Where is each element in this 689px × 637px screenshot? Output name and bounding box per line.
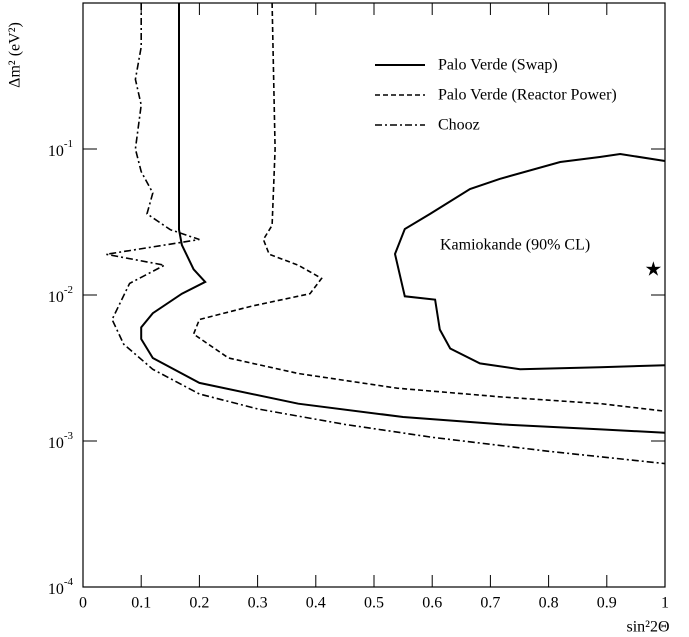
x-tick-label: 1 xyxy=(661,595,669,612)
y-tick-label: 10-1 xyxy=(48,138,73,160)
x-tick-label: 0.5 xyxy=(364,595,384,612)
x-tick-label: 0.4 xyxy=(306,595,326,612)
x-axis-label: sin²2Θ xyxy=(626,619,669,636)
x-tick-label: 0.7 xyxy=(480,595,500,612)
y-tick-label: 10-4 xyxy=(48,576,74,598)
x-tick-label: 0.2 xyxy=(189,595,209,612)
series-line xyxy=(106,3,666,465)
x-tick-label: 0.8 xyxy=(539,595,559,612)
x-tick-label: 0 xyxy=(79,595,87,612)
legend-label: Palo Verde (Swap) xyxy=(438,57,558,74)
x-tick-label: 0.1 xyxy=(131,595,151,612)
region-outline xyxy=(393,152,666,371)
legend-label: Chooz xyxy=(438,117,480,134)
x-tick-label: 0.6 xyxy=(422,595,442,612)
x-tick-label: 0.9 xyxy=(597,595,617,612)
y-tick-label: 10-3 xyxy=(48,430,74,452)
legend-label: Palo Verde (Reactor Power) xyxy=(438,87,617,104)
series-line xyxy=(192,2,666,412)
y-axis-label: Δm² (eV²) xyxy=(7,22,24,88)
y-tick-label: 10-2 xyxy=(48,284,73,306)
region-label: Kamiokande (90% CL) xyxy=(440,237,590,254)
series-line xyxy=(140,3,666,434)
x-tick-label: 0.3 xyxy=(248,595,268,612)
best-fit-star xyxy=(645,261,661,276)
